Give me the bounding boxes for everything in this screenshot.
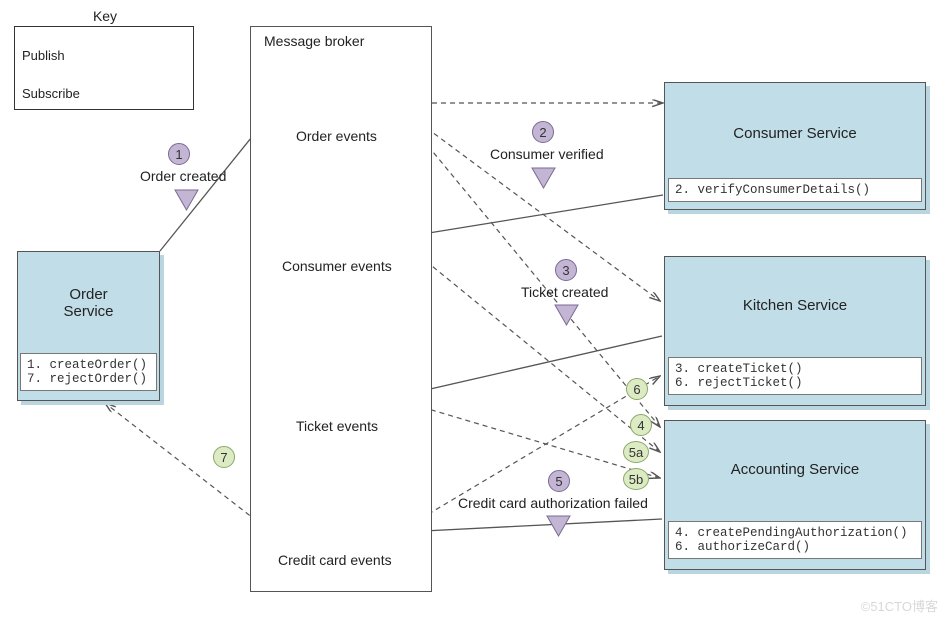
step-2-badge: 2 — [532, 121, 554, 143]
order-service-code: 1. createOrder() 7. rejectOrder() — [20, 353, 157, 391]
step-3-badge: 3 — [555, 259, 577, 281]
consumer-service-code: 2. verifyConsumerDetails() — [668, 178, 922, 202]
step-6-badge: 6 — [626, 378, 648, 400]
step-4-badge: 4 — [630, 414, 652, 436]
key-title: Key — [75, 8, 135, 24]
order-service-title: Order Service — [18, 286, 159, 320]
key-subscribe-label: Subscribe — [22, 86, 80, 101]
step-5a-badge: 5a — [623, 441, 649, 463]
step-3-label: Ticket created — [521, 284, 608, 300]
kitchen-service-title: Kitchen Service — [665, 297, 925, 314]
step-5-badge: 5 — [548, 470, 570, 492]
accounting-service-code: 4. createPendingAuthorization() 6. autho… — [668, 521, 922, 559]
key-publish-label: Publish — [22, 48, 65, 63]
consumer-service-title: Consumer Service — [665, 125, 925, 142]
queue-label-credit: Credit card events — [278, 552, 392, 568]
message-broker-box — [250, 26, 432, 592]
accounting-service-title: Accounting Service — [665, 461, 925, 478]
queue-label-ticket: Ticket events — [296, 418, 378, 434]
queue-label-consumer: Consumer events — [282, 258, 392, 274]
step-5-label: Credit card authorization failed — [458, 495, 648, 511]
step-5b-badge: 5b — [623, 468, 649, 490]
step-1-label: Order created — [140, 168, 226, 184]
step-2-label: Consumer verified — [490, 146, 604, 162]
step-7-badge: 7 — [213, 446, 235, 468]
queue-label-order: Order events — [296, 128, 377, 144]
watermark: ©51CTO博客 — [861, 596, 938, 615]
kitchen-service-code: 3. createTicket() 6. rejectTicket() — [668, 357, 922, 395]
message-broker-title: Message broker — [264, 33, 364, 49]
step-1-badge: 1 — [168, 143, 190, 165]
